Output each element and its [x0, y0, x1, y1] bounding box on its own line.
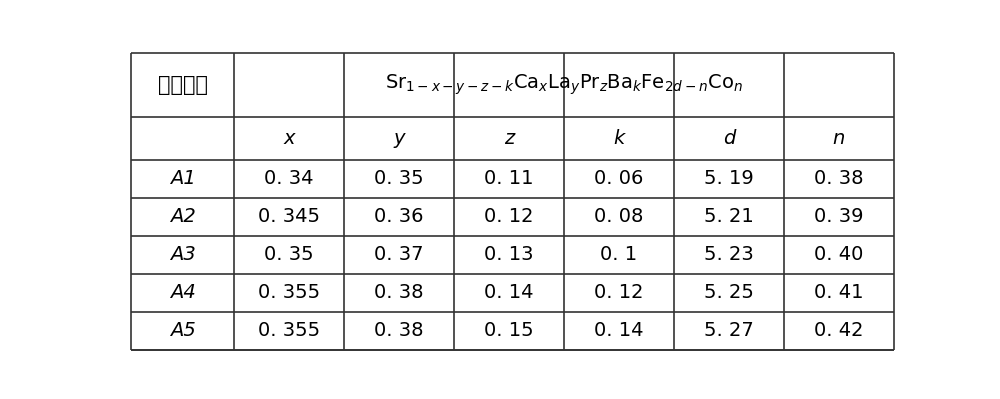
Text: A5: A5: [170, 321, 196, 340]
Text: 0. 35: 0. 35: [264, 245, 314, 264]
Text: 0. 34: 0. 34: [264, 170, 314, 188]
Text: 0. 15: 0. 15: [484, 321, 534, 340]
Text: 0. 13: 0. 13: [484, 245, 534, 264]
Text: 0. 38: 0. 38: [374, 321, 424, 340]
Text: A1: A1: [170, 170, 196, 188]
Text: 0. 11: 0. 11: [484, 170, 534, 188]
Text: A4: A4: [170, 283, 196, 302]
Text: 0. 42: 0. 42: [814, 321, 864, 340]
Text: 第一物相: 第一物相: [158, 75, 208, 95]
Text: 0. 38: 0. 38: [814, 170, 864, 188]
Text: 0. 355: 0. 355: [258, 283, 320, 302]
Text: 0. 39: 0. 39: [814, 207, 864, 226]
Text: 0. 12: 0. 12: [594, 283, 644, 302]
Text: y: y: [393, 129, 405, 148]
Text: $\mathregular{Sr}_{1-x-y-z-k}\mathregular{Ca}_{x}\mathregular{La}_{y}\mathregula: $\mathregular{Sr}_{1-x-y-z-k}\mathregula…: [385, 73, 743, 97]
Text: 0. 36: 0. 36: [374, 207, 424, 226]
Text: 5. 21: 5. 21: [704, 207, 754, 226]
Text: 5. 27: 5. 27: [704, 321, 754, 340]
Text: 0. 08: 0. 08: [594, 207, 644, 226]
Text: 0. 38: 0. 38: [374, 283, 424, 302]
Text: 0. 40: 0. 40: [814, 245, 864, 264]
Text: 0. 37: 0. 37: [374, 245, 424, 264]
Text: 5. 23: 5. 23: [704, 245, 754, 264]
Text: z: z: [504, 129, 514, 148]
Text: 5. 25: 5. 25: [704, 283, 754, 302]
Text: 0. 41: 0. 41: [814, 283, 864, 302]
Text: 0. 1: 0. 1: [600, 245, 638, 264]
Text: 0. 12: 0. 12: [484, 207, 534, 226]
Text: 5. 19: 5. 19: [704, 170, 754, 188]
Text: 0. 14: 0. 14: [484, 283, 534, 302]
Text: 0. 06: 0. 06: [594, 170, 644, 188]
Text: d: d: [723, 129, 735, 148]
Text: n: n: [833, 129, 845, 148]
Text: A3: A3: [170, 245, 196, 264]
Text: A2: A2: [170, 207, 196, 226]
Text: 0. 14: 0. 14: [594, 321, 644, 340]
Text: 0. 345: 0. 345: [258, 207, 320, 226]
Text: k: k: [613, 129, 625, 148]
Text: 0. 35: 0. 35: [374, 170, 424, 188]
Text: 0. 355: 0. 355: [258, 321, 320, 340]
Text: x: x: [283, 129, 295, 148]
